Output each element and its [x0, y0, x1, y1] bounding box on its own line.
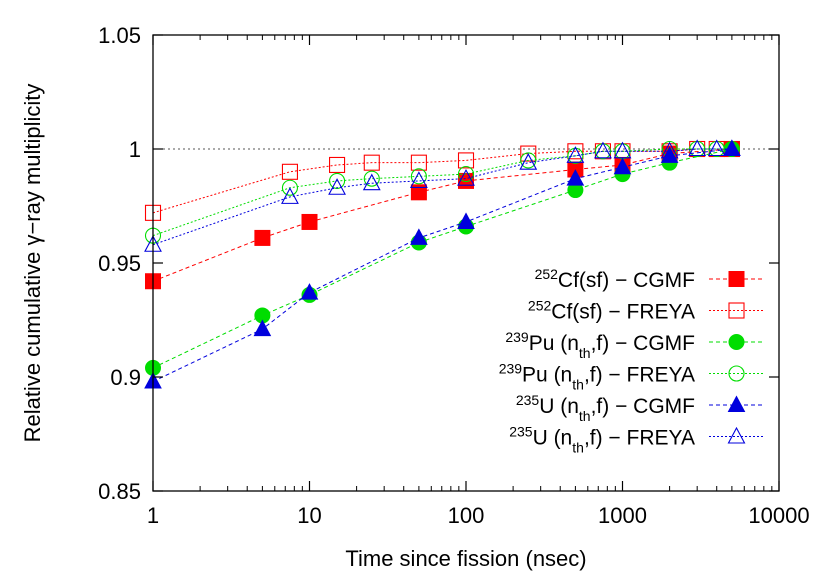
data-point [594, 141, 612, 159]
data-point [688, 139, 707, 157]
legend-marker [727, 426, 746, 444]
data-point [457, 212, 475, 229]
legend-item: 252Cf(sf) − FREYA [528, 298, 764, 324]
series-line [152, 148, 732, 282]
legend-label: 235U (nth,f) − FREYA [509, 424, 695, 456]
series-line [152, 148, 732, 237]
data-point [281, 163, 298, 180]
data-point [722, 139, 741, 157]
series-4 [144, 139, 741, 389]
x-tick-label: 100 [448, 503, 485, 528]
data-point [613, 141, 632, 159]
x-tick-label: 10000 [748, 503, 809, 528]
legend-marker [728, 302, 745, 319]
data-point [613, 157, 632, 175]
x-tick-label: 10 [297, 503, 321, 528]
series-line [152, 148, 732, 246]
x-axis-label: Time since fission (nsec) [345, 546, 586, 571]
data-point [363, 170, 380, 187]
data-point [410, 168, 427, 185]
data-point [660, 141, 679, 159]
legend-item: 239Pu (nth,f) − CGMF [505, 329, 764, 361]
legend-marker [728, 365, 745, 382]
data-point [566, 169, 585, 186]
y-tick-label: 1 [129, 137, 141, 162]
legend-item: 239Pu (nth,f) − FREYA [499, 361, 764, 393]
data-point [519, 153, 538, 170]
legend: 252Cf(sf) − CGMF 252Cf(sf) − FREYA 239Pu (… [499, 266, 764, 456]
y-tick-label: 0.9 [110, 365, 141, 390]
data-point [410, 228, 428, 245]
data-point [457, 166, 475, 183]
legend-label: 239Pu (nth,f) − FREYA [499, 361, 695, 393]
data-point [520, 145, 537, 162]
data-point [457, 168, 475, 186]
data-point [254, 229, 271, 246]
series-layer [144, 139, 741, 389]
data-point [363, 154, 380, 171]
data-point [329, 156, 346, 174]
series-5 [144, 139, 741, 252]
data-point [362, 173, 381, 191]
y-tick-label: 1.05 [98, 23, 141, 48]
data-point [328, 178, 346, 195]
legend-label: 252Cf(sf) − CGMF [535, 266, 695, 292]
x-tick-label: 1000 [598, 503, 647, 528]
legend-label: 235U (nth,f) − CGMF [516, 392, 695, 424]
legend-item: 235U (nth,f) − FREYA [509, 424, 764, 456]
series-0 [145, 141, 740, 290]
data-point [520, 152, 537, 169]
data-point [410, 154, 427, 171]
series-line [152, 148, 732, 214]
legend-label: 252Cf(sf) − FREYA [528, 298, 695, 324]
data-point [301, 213, 318, 230]
data-point [300, 283, 319, 300]
legend-label: 239Pu (nth,f) − CGMF [505, 329, 695, 361]
data-point [253, 319, 272, 337]
data-point [660, 146, 679, 163]
series-1 [144, 140, 740, 221]
legend-marker [728, 271, 745, 287]
legend-item: 235U (nth,f) − CGMF [516, 392, 764, 424]
ticks-layer: 1 10 100 1000 10000 0.85 0.9 0.95 1 1.05 [98, 23, 809, 528]
y-tick-label: 0.95 [98, 251, 141, 276]
data-point [281, 179, 298, 196]
plot-frame [152, 34, 780, 492]
y-axis-label: Relative cumulative γ−ray multiplicity [20, 84, 45, 443]
data-point [707, 139, 726, 157]
legend-item: 252Cf(sf) − CGMF [535, 266, 764, 292]
series-3 [144, 140, 740, 244]
data-point [567, 143, 584, 160]
data-point [281, 187, 299, 204]
data-point [457, 152, 475, 169]
legend-marker [727, 395, 746, 412]
y-tick-label: 0.85 [98, 479, 141, 504]
data-point [329, 172, 346, 189]
legend-marker [728, 334, 745, 350]
x-tick-label: 1 [147, 503, 159, 528]
data-point [409, 171, 428, 188]
data-point [410, 184, 427, 201]
data-point [566, 146, 585, 163]
